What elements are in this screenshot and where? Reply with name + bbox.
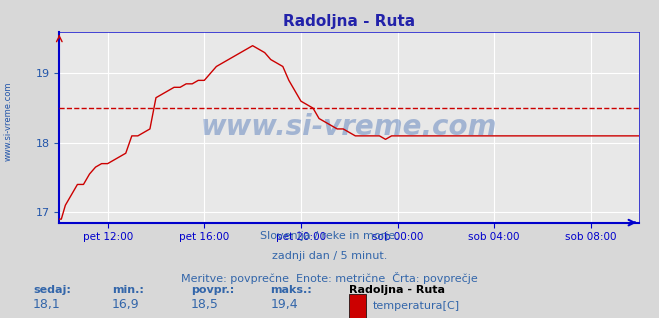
Text: www.si-vreme.com: www.si-vreme.com bbox=[3, 81, 13, 161]
Text: min.:: min.: bbox=[112, 285, 144, 294]
Text: 18,1: 18,1 bbox=[33, 298, 61, 311]
Text: Radoljna - Ruta: Radoljna - Ruta bbox=[349, 285, 445, 294]
Text: 16,9: 16,9 bbox=[112, 298, 140, 311]
Text: 19,4: 19,4 bbox=[270, 298, 298, 311]
FancyBboxPatch shape bbox=[349, 294, 366, 318]
Title: Radoljna - Ruta: Radoljna - Ruta bbox=[283, 14, 415, 29]
Text: Meritve: povprečne  Enote: metrične  Črta: povprečje: Meritve: povprečne Enote: metrične Črta:… bbox=[181, 272, 478, 284]
Text: 18,5: 18,5 bbox=[191, 298, 219, 311]
Text: povpr.:: povpr.: bbox=[191, 285, 235, 294]
Text: maks.:: maks.: bbox=[270, 285, 312, 294]
Text: temperatura[C]: temperatura[C] bbox=[372, 301, 459, 311]
Text: www.si-vreme.com: www.si-vreme.com bbox=[201, 113, 498, 141]
Text: Slovenija / reke in morje.: Slovenija / reke in morje. bbox=[260, 231, 399, 241]
Text: zadnji dan / 5 minut.: zadnji dan / 5 minut. bbox=[272, 251, 387, 261]
Text: sedaj:: sedaj: bbox=[33, 285, 71, 294]
